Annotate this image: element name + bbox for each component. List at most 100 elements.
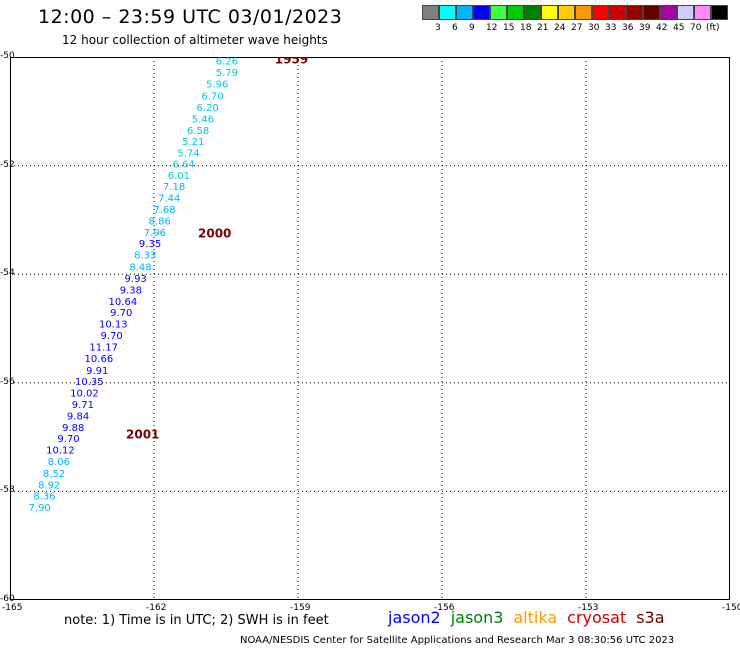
- legend-label: 9: [469, 23, 475, 33]
- legend-swatch: [558, 5, 575, 20]
- swh-value: 10.35: [75, 377, 104, 388]
- swh-value: 9.91: [86, 366, 108, 377]
- legend-label: 18: [520, 23, 532, 33]
- legend-unit: (ft): [706, 23, 720, 33]
- swh-value: 7.44: [158, 194, 180, 205]
- y-tick-label: -56: [0, 376, 15, 387]
- swh-value: 5.74: [177, 149, 199, 160]
- legend-label: 45: [673, 23, 685, 33]
- swh-value: 6.70: [201, 92, 223, 103]
- swh-value: 6.58: [187, 126, 209, 137]
- swh-value: 9.70: [57, 434, 79, 445]
- legend-swatch: [711, 5, 728, 20]
- swh-value: 5.46: [192, 114, 214, 125]
- x-tick-label: -159: [290, 603, 311, 613]
- swh-value: 7.68: [153, 205, 175, 216]
- legend-swatch: [507, 5, 524, 20]
- legend-swatch: [643, 5, 660, 20]
- legend-swatch: [524, 5, 541, 20]
- x-tick-label: -153: [578, 603, 599, 613]
- swh-value: 7.96: [144, 228, 166, 239]
- x-tick-label: -165: [2, 603, 23, 613]
- y-tick-label: -50: [0, 51, 15, 61]
- swh-value: 9.71: [72, 400, 94, 411]
- legend-swatch: [609, 5, 626, 20]
- swh-value: 8.36: [33, 492, 55, 503]
- legend-swatch: [422, 5, 439, 20]
- swh-value: 5.96: [206, 80, 228, 91]
- swh-value: 7.90: [29, 503, 51, 514]
- map-plot-area: 6.26 5.79 5.96 6.70 6.20 5.46 6.58 5.21 5.74 6.64…: [9, 53, 731, 601]
- y-tick-label: -52: [0, 159, 15, 170]
- x-tick-label: -156: [434, 603, 455, 613]
- swh-value: 9.70: [110, 308, 132, 319]
- footer-credit: NOAA/NESDIS Center for Satellite Applica…: [240, 635, 675, 646]
- legend-swatch: [541, 5, 558, 20]
- swh-value: 9.70: [101, 331, 123, 342]
- legend-label: 21: [537, 23, 549, 33]
- legend-swatch: [439, 5, 456, 20]
- satellite-legend: jason2 jason3 altika cryosat s3a: [388, 608, 675, 627]
- swh-value: 6.20: [197, 103, 219, 114]
- legend-swatch: [456, 5, 473, 20]
- map-svg: 6.265.795.966.706.205.466.585.215.746.64…: [9, 53, 731, 601]
- satellite-jason2: jason2: [388, 608, 441, 627]
- legend-label: 36: [622, 23, 634, 33]
- legend-label: 12: [486, 23, 498, 33]
- legend-label: 30: [588, 23, 600, 33]
- swh-value: 9.88: [62, 423, 84, 434]
- legend-swatch: [575, 5, 592, 20]
- swh-value: 5.21: [182, 137, 204, 148]
- legend-label: 15: [503, 23, 515, 33]
- map-subtitle: 12 hour collection of altimeter wave hei…: [62, 33, 328, 47]
- footer-note: note: 1) Time is in UTC; 2) SWH is in fe…: [64, 613, 329, 628]
- swh-value: 8.86: [149, 216, 171, 227]
- legend-label: 6: [452, 23, 458, 33]
- legend-label: 42: [656, 23, 668, 33]
- swh-value: 8.33: [134, 251, 156, 262]
- swh-value: 8.52: [43, 469, 65, 480]
- swh-value: 10.64: [109, 297, 138, 308]
- swh-value: 8.48: [129, 263, 151, 274]
- swh-value: 10.66: [85, 354, 114, 365]
- satellite-jason3: jason3: [450, 608, 504, 627]
- time-label: 1959: [275, 57, 308, 67]
- swh-value: 6.01: [168, 171, 190, 182]
- swh-value: 8.92: [38, 480, 60, 491]
- legend-swatch: [473, 5, 490, 20]
- y-tick-label: -54: [0, 268, 15, 279]
- satellite-s3a: s3a: [636, 608, 665, 627]
- swh-value: 6.26: [216, 57, 238, 67]
- legend-swatch: [490, 5, 507, 20]
- swh-value: 9.84: [67, 411, 89, 422]
- legend-label: 70: [690, 23, 702, 33]
- y-tick-label: -58: [0, 485, 15, 496]
- legend-label: 27: [571, 23, 583, 33]
- map-title: 12:00 – 23:59 UTC 03/01/2023: [38, 6, 343, 28]
- legend-label: 3: [435, 23, 441, 33]
- swh-value: 9.35: [139, 239, 161, 250]
- time-label: 2000: [198, 226, 231, 240]
- swh-value: 10.12: [46, 446, 75, 457]
- swh-value: 9.93: [125, 274, 147, 285]
- swh-value: 7.18: [163, 182, 185, 193]
- swh-value: 11.17: [89, 342, 118, 353]
- x-tick-label: -150: [722, 603, 740, 613]
- legend-swatch: [660, 5, 677, 20]
- legend-swatch: [694, 5, 711, 20]
- legend-swatch: [677, 5, 694, 20]
- legend-swatch: [592, 5, 609, 20]
- legend-swatch: [626, 5, 643, 20]
- swh-value: 10.13: [99, 320, 128, 331]
- satellite-altika: altika: [513, 608, 558, 627]
- legend-label: 39: [639, 23, 651, 33]
- swh-value: 10.02: [70, 389, 99, 400]
- legend-label: 33: [605, 23, 617, 33]
- swh-value: 6.64: [173, 159, 195, 170]
- time-label: 2001: [126, 427, 159, 441]
- satellite-cryosat: cryosat: [567, 608, 627, 627]
- y-tick-label: -60: [0, 594, 15, 604]
- swh-value: 5.79: [216, 68, 238, 79]
- x-tick-label: -162: [146, 603, 167, 613]
- legend-label: 24: [554, 23, 566, 33]
